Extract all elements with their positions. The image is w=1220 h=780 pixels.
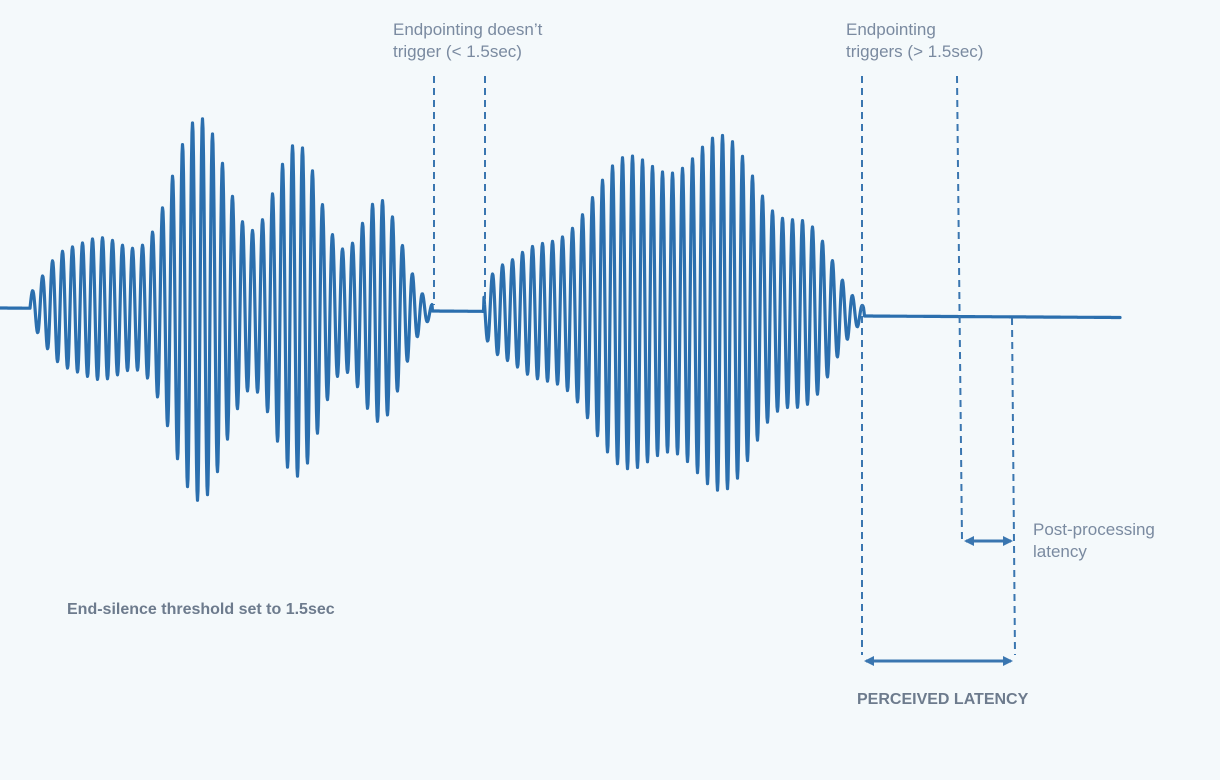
trigger-label-line1: Endpointing: [846, 20, 936, 39]
endpoint-trigger-marker: [956, 75, 963, 541]
no-trigger-label-line1: Endpointing doesn’t: [393, 20, 543, 39]
trigger-label-line2: triggers (> 1.5sec): [846, 42, 984, 61]
threshold-caption: End-silence threshold set to 1.5sec: [67, 601, 335, 618]
no-trigger-label: Endpointing doesn’t trigger (< 1.5sec): [393, 19, 542, 63]
trigger-label: Endpointing triggers (> 1.5sec): [846, 19, 983, 63]
response-start-marker: [1011, 317, 1016, 656]
perceived-latency-caption: PERCEIVED LATENCY: [857, 691, 1029, 708]
post-processing-label-line1: Post-processing: [1033, 520, 1155, 539]
post-processing-label-line2: latency: [1033, 542, 1087, 561]
post-processing-label: Post-processing latency: [1033, 519, 1155, 563]
no-trigger-label-line2: trigger (< 1.5sec): [393, 42, 522, 61]
speech-waveform: [0, 117, 1122, 502]
